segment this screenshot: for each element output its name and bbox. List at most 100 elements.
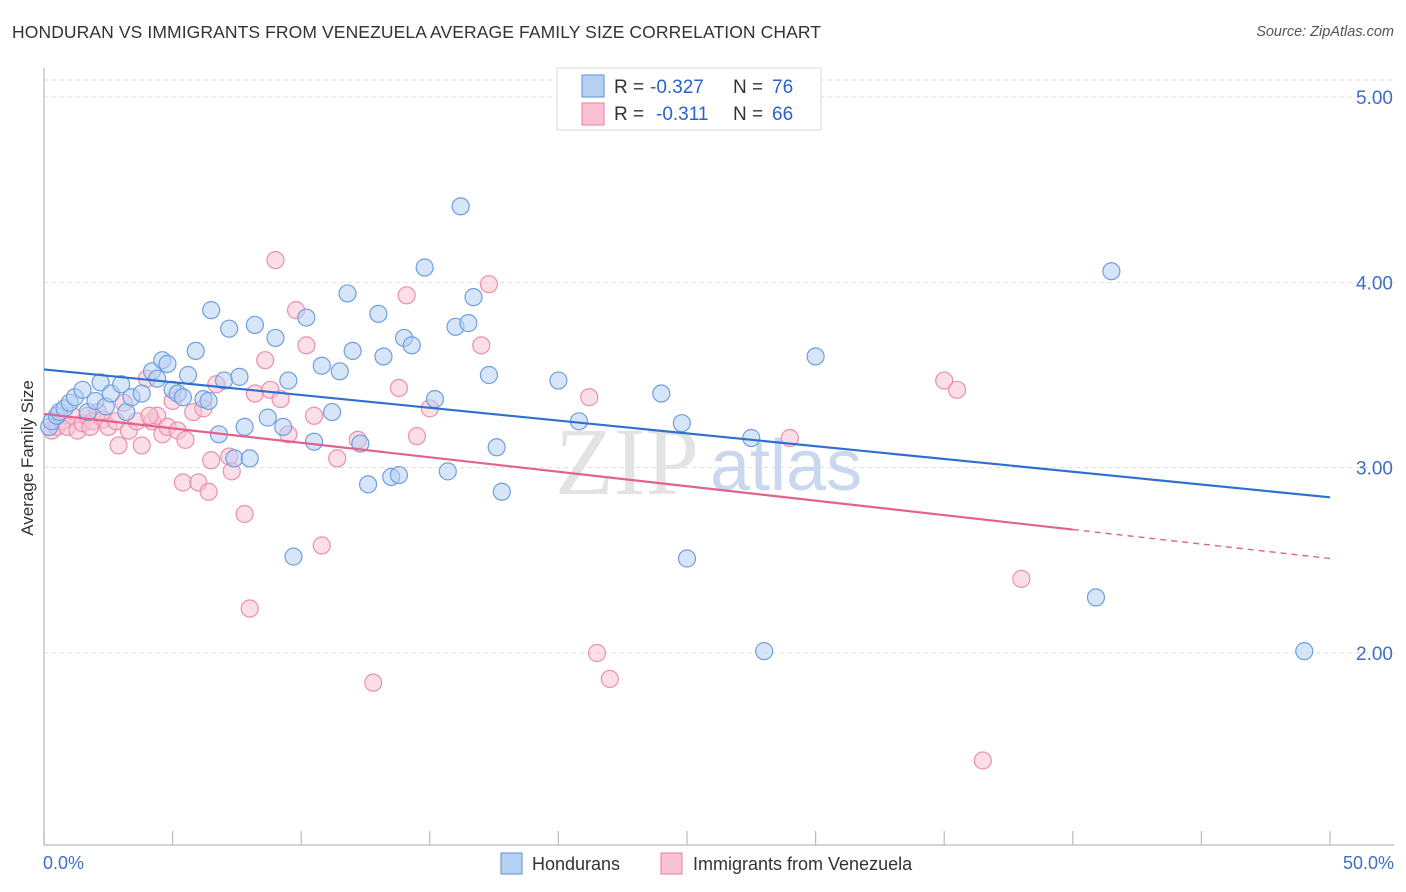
venezuela-point bbox=[199, 482, 218, 501]
venezuela-point bbox=[397, 286, 416, 305]
hondurans-point bbox=[652, 384, 671, 403]
venezuela-point bbox=[202, 451, 221, 470]
hondurans-point bbox=[245, 315, 265, 335]
hondurans-point bbox=[479, 365, 499, 385]
axis-ticks: 2.00 3.00 4.00 5.00 bbox=[43, 88, 1393, 845]
legend-n-label-2: N = bbox=[733, 104, 763, 125]
hondurans-point bbox=[374, 347, 393, 366]
venezuela-point bbox=[132, 436, 151, 455]
hondurans-point bbox=[186, 341, 205, 361]
hondurans-point bbox=[451, 197, 470, 216]
axes bbox=[43, 68, 1394, 846]
hondurans-point bbox=[369, 304, 388, 323]
hondurans-point bbox=[158, 354, 177, 373]
venezuela-point bbox=[587, 643, 607, 663]
hondurans-point bbox=[672, 414, 691, 433]
venezuela-point bbox=[935, 371, 954, 390]
hondurans-point bbox=[415, 258, 434, 277]
grid-lines bbox=[44, 79, 1394, 654]
hondurans-point bbox=[202, 301, 221, 320]
hondurans-point bbox=[235, 417, 254, 436]
hondurans-point bbox=[1102, 262, 1121, 281]
hondurans-point bbox=[178, 365, 198, 385]
y-tick-label: 2.00 bbox=[1356, 644, 1393, 665]
venezuela-point bbox=[1012, 569, 1031, 588]
hondurans-point bbox=[148, 369, 167, 388]
hondurans-point bbox=[755, 642, 774, 661]
hondurans-point bbox=[1086, 588, 1106, 607]
legend-r-value-1: -0.327 bbox=[650, 77, 704, 98]
hondurans-point bbox=[742, 428, 761, 448]
venezuela-point bbox=[304, 406, 324, 425]
hondurans-point bbox=[492, 482, 511, 501]
legend-r-label-2: R = bbox=[614, 104, 644, 125]
hondurans-point bbox=[677, 549, 697, 568]
venezuela-point bbox=[947, 380, 967, 399]
legend-r-value-2: -0.311 bbox=[656, 104, 708, 125]
bottom-legend-swatch-blue bbox=[500, 852, 523, 875]
hondurans-point bbox=[338, 284, 357, 303]
hondurans-point bbox=[173, 388, 192, 407]
legend-swatch-blue bbox=[581, 74, 605, 98]
hondurans-point bbox=[806, 347, 825, 366]
hondurans-point bbox=[279, 371, 298, 390]
y-tick-label: 5.00 bbox=[1356, 88, 1393, 109]
hondurans-point bbox=[274, 417, 293, 436]
top-legend: R = -0.327 N = 76 R = -0.311 N = 66 bbox=[556, 67, 822, 131]
venezuela-point bbox=[364, 673, 383, 692]
chart-title: HONDURAN VS IMMIGRANTS FROM VENEZUELA AV… bbox=[12, 22, 822, 42]
hondurans-point bbox=[258, 408, 277, 427]
hondurans-point bbox=[459, 314, 478, 333]
legend-r-label-1: R = bbox=[614, 77, 644, 98]
source-credit: Source: ZipAtlas.com bbox=[1256, 24, 1394, 40]
bottom-legend-label-venezuela: Immigrants from Venezuela bbox=[693, 854, 913, 874]
hondurans-point bbox=[230, 367, 249, 386]
venezuela-point bbox=[472, 336, 491, 355]
hondurans-point bbox=[358, 475, 378, 494]
hondurans-point bbox=[284, 547, 303, 566]
venezuela-point bbox=[266, 250, 285, 270]
y-tick-label: 4.00 bbox=[1356, 273, 1393, 294]
hondurans-point bbox=[266, 328, 285, 348]
venezuela-point bbox=[328, 449, 347, 468]
hondurans-point bbox=[351, 434, 370, 453]
venezuela-point bbox=[245, 384, 265, 403]
legend-n-value-1: 76 bbox=[772, 77, 793, 98]
venezuela-trend-line bbox=[43, 412, 1073, 531]
bottom-legend-label-hondurans: Hondurans bbox=[532, 854, 620, 874]
hondurans-trend-line bbox=[43, 368, 1331, 499]
hondurans-point bbox=[225, 449, 244, 468]
venezuela-point bbox=[140, 406, 159, 425]
venezuela-point bbox=[580, 388, 599, 407]
x-tick-label-max: 50.0% bbox=[1343, 853, 1394, 873]
hondurans-point bbox=[132, 384, 151, 403]
hondurans-point bbox=[425, 389, 445, 409]
venezuela-point bbox=[173, 473, 192, 492]
venezuela-point bbox=[271, 389, 290, 409]
x-tick-label-min: 0.0% bbox=[43, 853, 84, 873]
venezuela-point bbox=[81, 417, 100, 436]
hondurans-point bbox=[112, 375, 131, 394]
hondurans-point bbox=[322, 402, 342, 422]
venezuela-point bbox=[407, 427, 427, 446]
venezuela-point bbox=[109, 436, 128, 455]
hondurans-point bbox=[220, 319, 239, 338]
series-venezuela-points bbox=[42, 250, 1031, 770]
venezuela-point bbox=[312, 536, 331, 555]
hondurans-point bbox=[464, 288, 483, 307]
legend-n-value-2: 66 bbox=[772, 104, 793, 125]
venezuela-point bbox=[176, 430, 195, 449]
y-tick-label: 3.00 bbox=[1356, 459, 1393, 480]
hondurans-point bbox=[343, 341, 362, 361]
legend-swatch-pink bbox=[581, 102, 605, 126]
hondurans-point bbox=[199, 391, 218, 411]
hondurans-point bbox=[389, 465, 409, 485]
venezuela-point bbox=[600, 669, 619, 689]
hondurans-point bbox=[438, 462, 457, 481]
hondurans-point bbox=[1295, 642, 1314, 661]
bottom-legend-swatch-pink bbox=[660, 852, 683, 875]
hondurans-point bbox=[312, 356, 331, 375]
venezuela-point bbox=[973, 751, 992, 770]
hondurans-point bbox=[73, 380, 92, 399]
